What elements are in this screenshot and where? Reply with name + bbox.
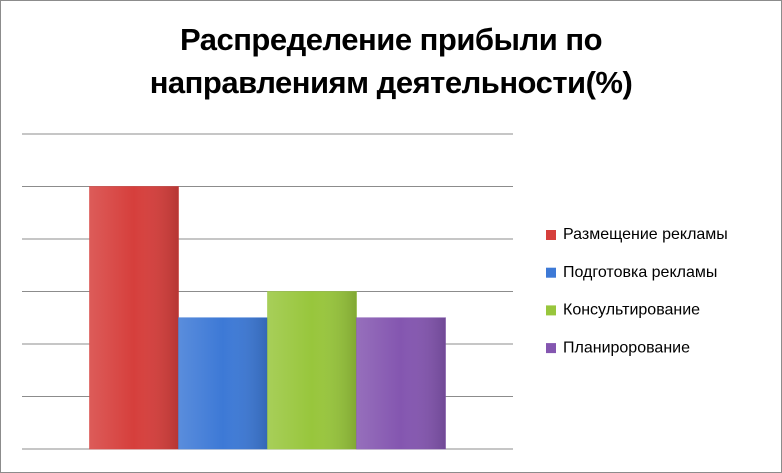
bar: [178, 317, 268, 450]
legend-label: Консультирование: [563, 302, 700, 319]
legend-label: Подготовка рекламы: [563, 264, 717, 281]
legend-swatch: [546, 267, 556, 278]
legend-label: Планирорование: [563, 339, 690, 356]
legend-swatch: [546, 305, 556, 316]
legend-swatch: [546, 230, 556, 240]
bar: [356, 317, 446, 450]
legend-label: Размещение рекламы: [563, 226, 728, 243]
bar: [267, 291, 357, 450]
chart-title: Распределение прибыли по направлениям де…: [149, 22, 633, 100]
bar: [89, 186, 179, 450]
legend-swatch: [546, 343, 556, 354]
